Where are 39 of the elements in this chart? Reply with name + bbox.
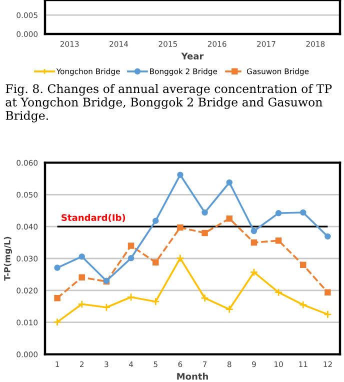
point (250, 228, 258, 234)
point (54, 294, 60, 302)
ref-line-label: Standard(Ib) (62, 214, 126, 222)
point (152, 218, 159, 224)
point (250, 239, 258, 246)
point (102, 303, 111, 312)
point (78, 300, 86, 308)
point (78, 274, 85, 280)
point (225, 305, 234, 314)
point (152, 259, 159, 266)
point (78, 253, 85, 260)
point (275, 237, 282, 244)
caption: Fig. 8. Changes of annual average concentration of TP at Yongchon Bridge, Bonggok 2 Bridge and Gasuwon Bridge. (6, 84, 332, 122)
point (274, 288, 283, 297)
y-axis-title: T-P(mg/L) (4, 236, 12, 281)
point (324, 289, 331, 296)
point (300, 209, 306, 216)
point (202, 209, 208, 216)
point (200, 294, 209, 302)
point (128, 255, 134, 262)
point (128, 242, 134, 249)
point (226, 179, 232, 186)
point (202, 230, 208, 236)
point (177, 224, 184, 231)
point (275, 210, 282, 216)
point (53, 318, 62, 326)
point (176, 254, 184, 262)
point (126, 292, 136, 302)
point (177, 172, 184, 178)
point (324, 233, 331, 240)
point (151, 297, 160, 306)
x-axis-title: Year (181, 52, 204, 60)
point (324, 310, 332, 319)
point (54, 264, 60, 271)
point (250, 268, 258, 276)
x-axis-title: Month (177, 372, 208, 380)
point (300, 262, 306, 268)
point (226, 215, 232, 222)
point (298, 300, 308, 309)
